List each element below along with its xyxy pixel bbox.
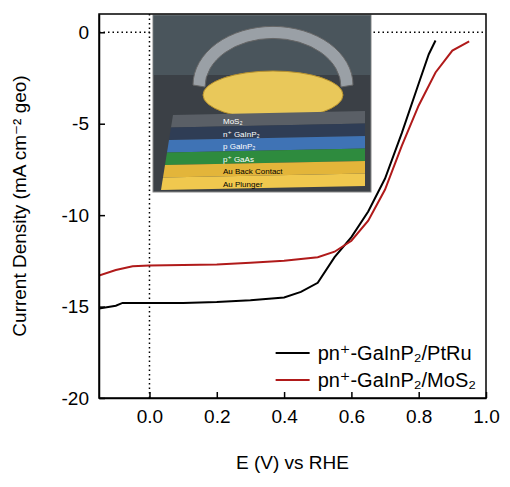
y-tick-mark: [99, 123, 105, 125]
x-tick-mark: [486, 392, 488, 398]
y-tick-label: -10: [62, 205, 89, 226]
series-line: [99, 41, 436, 309]
y-tick-mark: [99, 306, 105, 308]
legend-label: pn⁺-GaInP₂/PtRu: [318, 342, 472, 364]
legend-label: pn⁺-GaInP₂/MoS₂: [318, 369, 476, 391]
x-axis-line: [100, 398, 487, 400]
y-tick-mark: [99, 398, 105, 400]
x-tick-mark: [418, 392, 420, 398]
x-tick-mark: [149, 392, 151, 398]
y-tick: -5: [72, 113, 105, 134]
y-axis: -20 -15 -10 -5 0: [62, 15, 105, 409]
inset-disk: [203, 71, 343, 119]
inset-label: Au Back Contact: [223, 167, 283, 176]
y-tick: -15: [62, 296, 105, 317]
inset-label: n⁺ GaInP₂: [223, 130, 260, 139]
x-tick-label: 0.0: [137, 406, 163, 427]
y-tick-label: 0: [78, 22, 89, 43]
legend-item: pn⁺-GaInP₂/MoS₂: [276, 369, 476, 391]
y-tick: -20: [62, 388, 105, 409]
x-axis: 0.0 0.2 0.4 0.6 0.8 1.0: [100, 392, 500, 427]
inset-label: p⁺ GaAs: [223, 155, 254, 164]
inset-label: MoS₂: [223, 117, 243, 126]
plot-area: [99, 41, 469, 309]
y-tick-label: -5: [72, 113, 89, 134]
x-tick: 0.0: [137, 392, 163, 427]
y-tick-label: -15: [62, 296, 89, 317]
y-tick: -10: [62, 205, 105, 226]
inset: MoS₂ n⁺ GaInP₂ p GaInP₂ p⁺ GaAs Au Back Cont…: [153, 15, 371, 192]
chart: MoS₂ n⁺ GaInP₂ p GaInP₂ p⁺ GaAs Au Back Cont…: [0, 0, 510, 487]
inset-background: [153, 15, 371, 192]
x-tick: 1.0: [473, 392, 499, 427]
x-tick-mark: [217, 392, 219, 398]
x-tick: 0.2: [204, 392, 230, 427]
inset-label: Au Plunger: [223, 180, 263, 189]
reference-line: [149, 14, 151, 398]
x-tick-label: 0.8: [406, 406, 432, 427]
x-tick-label: 0.6: [339, 406, 365, 427]
x-tick: 0.8: [406, 392, 432, 427]
plot-frame: [99, 14, 486, 398]
x-tick-label: 1.0: [473, 406, 499, 427]
series-line: [99, 41, 469, 275]
y-axis-line: [99, 15, 101, 399]
y-tick: 0: [78, 22, 105, 43]
x-axis-title: E (V) vs RHE: [236, 452, 349, 473]
x-tick-label: 0.2: [204, 406, 230, 427]
inset-layer: [161, 174, 365, 191]
legend-swatch: [276, 379, 310, 381]
y-tick-mark: [99, 32, 105, 34]
x-tick-mark: [351, 392, 353, 398]
reference-lines: [99, 14, 486, 398]
y-tick-mark: [99, 215, 105, 217]
legend-item: pn⁺-GaInP₂/PtRu: [276, 342, 472, 364]
y-tick-label: -20: [62, 388, 89, 409]
x-tick-mark: [284, 392, 286, 398]
legend-swatch: [276, 352, 310, 354]
inset-label: p GaInP₂: [223, 142, 255, 151]
x-tick: 0.4: [271, 392, 298, 427]
legend: pn⁺-GaInP₂/PtRu pn⁺-GaInP₂/MoS₂: [276, 342, 476, 391]
y-axis-title: Current Density (mA cm⁻² geo): [9, 75, 30, 336]
x-tick-label: 0.4: [271, 406, 298, 427]
x-tick: 0.6: [339, 392, 365, 427]
